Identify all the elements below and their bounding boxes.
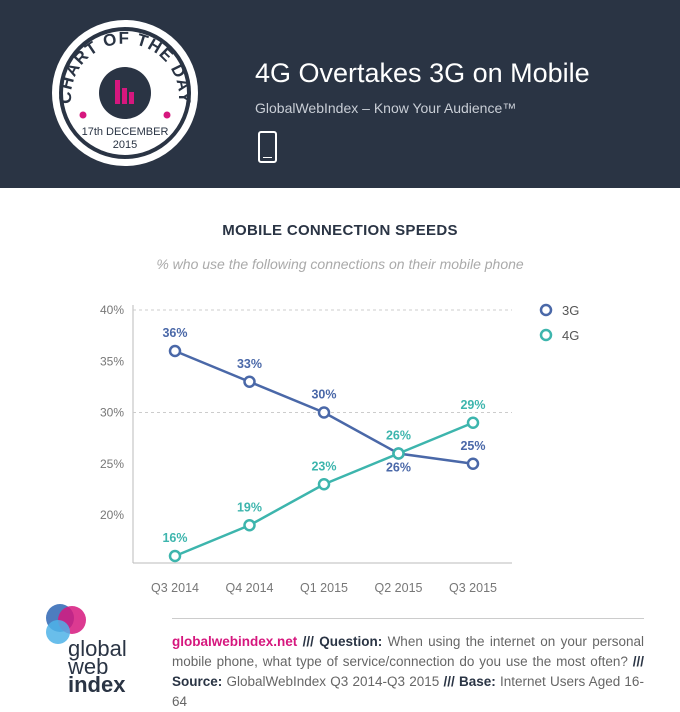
x-tick-label: Q3 2015 — [449, 581, 497, 595]
data-label-4G: 16% — [162, 531, 187, 545]
data-point-4G — [243, 519, 256, 532]
data-point-3G — [317, 406, 331, 419]
footer-note: globalwebindex.net /// Question: When us… — [172, 634, 644, 709]
badge-year: 2015 — [113, 139, 137, 151]
data-label-3G: 25% — [460, 439, 485, 453]
data-point-3G — [168, 344, 182, 358]
data-label-3G: 36% — [162, 326, 187, 340]
legend-marker-3G — [539, 303, 553, 317]
y-tick-label: 25% — [100, 457, 124, 471]
x-tick-label: Q4 2014 — [226, 581, 274, 595]
y-tick-label: 20% — [100, 508, 124, 522]
data-label-4G: 29% — [460, 398, 485, 412]
data-point-4G — [317, 478, 331, 491]
header: CHART OF THE DAY 17th DECEMBER 2015 4G O… — [0, 0, 680, 188]
data-label-4G: 19% — [237, 500, 262, 514]
chart-of-the-day-badge: CHART OF THE DAY 17th DECEMBER 2015 — [52, 20, 198, 166]
chart-title: MOBILE CONNECTION SPEEDS — [222, 222, 458, 239]
y-tick-label: 40% — [100, 303, 124, 317]
y-tick-label: 30% — [100, 406, 124, 420]
data-point-4G — [466, 416, 480, 429]
divider — [172, 618, 644, 619]
mobile-phone-icon — [258, 131, 277, 163]
data-label-4G: 26% — [386, 429, 411, 443]
data-point-4G — [392, 447, 405, 460]
x-tick-label: Q1 2015 — [300, 581, 348, 595]
data-point-4G — [168, 549, 182, 563]
chart-subtitle: % who use the following connections on t… — [156, 256, 524, 272]
x-tick-label: Q3 2014 — [151, 581, 199, 595]
svg-text:web: web — [67, 654, 108, 679]
data-label-3G: 30% — [311, 388, 336, 402]
globalwebindex-logo: global web index — [40, 598, 150, 703]
svg-text:index: index — [68, 672, 126, 697]
data-label-3G: 26% — [386, 461, 411, 475]
badge-date: 17th DECEMBER — [82, 126, 169, 138]
y-tick-label: 35% — [100, 354, 124, 368]
legend-label-4G: 4G — [562, 328, 579, 343]
data-point-3G — [466, 457, 480, 470]
site-link[interactable]: globalwebindex.net — [172, 634, 298, 649]
x-tick-label: Q2 2015 — [375, 581, 423, 595]
page-subtitle: GlobalWebIndex – Know Your Audience™ — [255, 100, 517, 116]
svg-text:global: global — [68, 636, 127, 661]
legend-label-3G: 3G — [562, 303, 579, 318]
line-chart: 40% 35% 30% 25% 20% Q3 2014 Q4 2014 Q1 2015 Q2 2… — [100, 303, 579, 595]
page-title: 4G Overtakes 3G on Mobile — [255, 58, 590, 88]
legend-marker-4G — [539, 328, 553, 342]
data-point-3G — [243, 375, 256, 388]
data-label-4G: 23% — [311, 459, 336, 473]
data-label-3G: 33% — [237, 357, 262, 371]
